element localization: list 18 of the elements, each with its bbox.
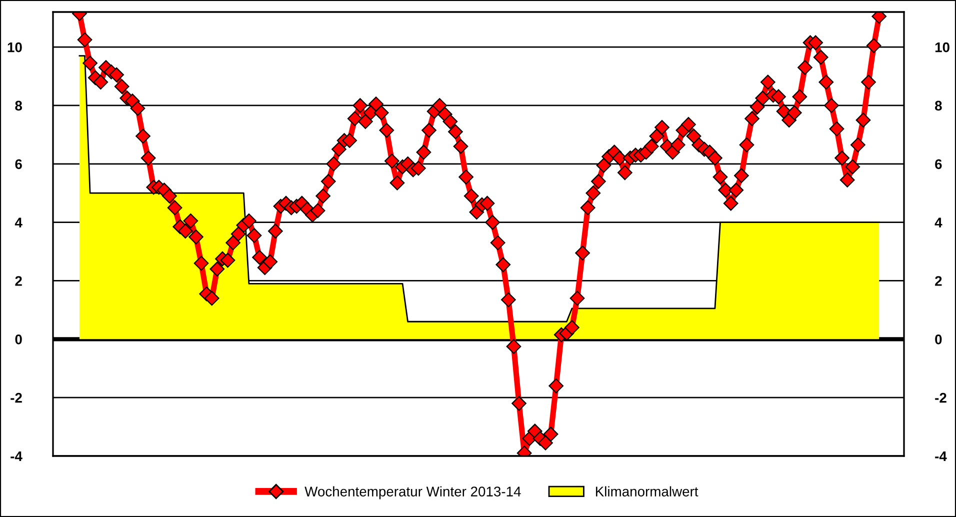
y-tick-label: -2 (10, 392, 22, 403)
y2-tick-label: 8 (934, 100, 942, 111)
y-tick-label: 2 (15, 276, 22, 286)
y2-tick-label: 0 (935, 334, 942, 344)
y2-tick-label: -4 (935, 451, 947, 462)
y2-tick-label: 4 (934, 218, 942, 228)
y-tick-label: 6 (15, 159, 22, 170)
y-tick-label: 0 (15, 334, 22, 344)
y-tick-label: 4 (14, 218, 22, 228)
y2-tick-label: -2 (935, 392, 946, 403)
y-tick-label: 10 (8, 42, 22, 52)
y-tick-label: 8 (15, 100, 22, 111)
legend-label: Klimanormalwert (596, 486, 698, 496)
legend-label: Wochentemperatur Winter 2013-14 (304, 486, 521, 500)
y2-tick-label: 2 (935, 276, 942, 286)
y2-tick-label: 6 (935, 159, 942, 170)
y-tick-label: -4 (10, 451, 22, 462)
y2-tick-label: 10 (935, 42, 950, 52)
